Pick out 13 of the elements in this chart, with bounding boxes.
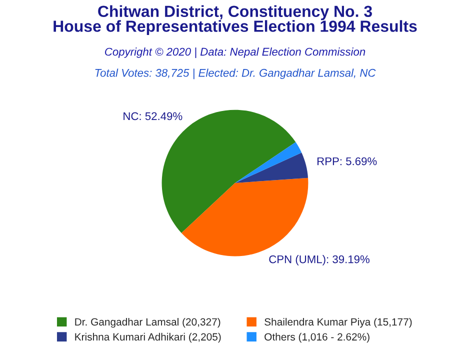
pie-slice bbox=[235, 152, 308, 184]
chart-title: Chitwan District, Constituency No. 3 House of Representatives Election 1994 Results bbox=[54, 5, 417, 36]
legend-label: Others (1,016 - 2.62%) bbox=[264, 332, 370, 343]
legend-label: Shailendra Kumar Piya (15,177) bbox=[264, 318, 412, 328]
legend-label: Dr. Gangadhar Lamsal (20,327) bbox=[75, 318, 220, 328]
data-label: CPN (UML): 39.19% bbox=[269, 255, 370, 266]
pie-slice bbox=[235, 142, 302, 184]
data-label: RPP: 5.69% bbox=[317, 157, 377, 166]
chart-subtitle: Copyright © 2020 | Data: Nepal Election Commission bbox=[105, 48, 366, 58]
data-label: NC: 52.49% bbox=[124, 112, 182, 120]
legend-label: Krishna Kumari Adhikari (2,205) bbox=[75, 332, 221, 343]
pie-slice bbox=[181, 178, 308, 256]
text: Total Votes: 38,725 | Elected: Dr. Gangadhar Lamsal, NC bbox=[95, 68, 376, 80]
